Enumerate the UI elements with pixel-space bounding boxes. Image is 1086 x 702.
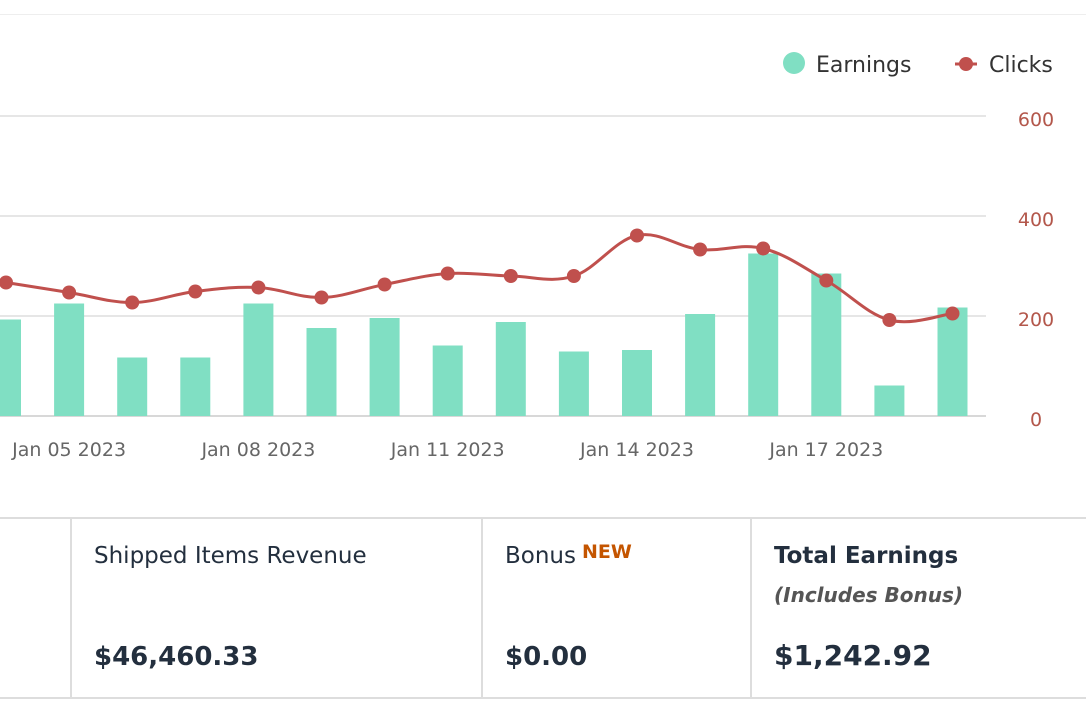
revenue-label: Shipped Items Revenue [94,543,367,569]
earnings-summary: Shipped Items Revenue $46,460.33 Bonus NE… [0,517,1086,699]
clicks-point [440,266,455,281]
chart-legend: Earnings Clicks [783,52,1053,78]
summary-cell-partial [0,519,70,699]
y-tick-label: 200 [1018,309,1054,331]
earnings-bar [811,273,842,416]
bonus-value: $0.00 [505,642,588,672]
clicks-point [756,241,771,256]
total-sub-label: (Includes Bonus) [774,583,964,607]
earnings-bar [622,350,652,416]
legend-earnings-label[interactable]: Earnings [816,53,911,78]
total-value: $1,242.92 [774,639,932,672]
earnings-bar [558,351,589,416]
earnings-bar [937,307,968,416]
earnings-bar [117,357,148,416]
earnings-clicks-chart: 0 200 400 600 Jan 05 2023 Jan 08 2023 Jan 11 … [0,52,1054,461]
y-tick-label: 400 [1018,209,1054,231]
earnings-bar [180,357,211,416]
earnings-bar [748,253,779,416]
earnings-bar [306,328,337,416]
clicks-point [566,269,581,283]
earnings-bar [685,314,716,416]
x-tick-label: Jan 14 2023 [579,439,694,461]
clicks-point [0,275,13,290]
clicks-point [630,228,644,243]
clicks-point [945,306,960,321]
top-divider [0,14,1086,15]
y-axis-right: 0 200 400 600 [1018,109,1054,431]
clicks-point [188,284,203,299]
x-tick-label: Jan 08 2023 [200,439,315,461]
summary-revenue: Shipped Items Revenue $46,460.33 [70,519,481,699]
clicks-line-series [0,228,960,327]
earnings-bar [495,322,526,416]
new-badge: NEW [582,541,632,563]
legend-clicks-swatch [959,57,973,71]
clicks-point [503,269,518,283]
clicks-point [819,273,834,288]
revenue-value: $46,460.33 [94,642,259,672]
earnings-bar [0,319,21,416]
earnings-bar [243,303,274,416]
clicks-point [314,290,329,305]
earnings-bars [0,253,968,416]
bonus-label-row: Bonus NEW [505,541,632,569]
y-tick-label: 600 [1018,109,1054,131]
clicks-line [5,233,953,324]
x-tick-label: Jan 17 2023 [768,439,883,461]
summary-total: Total Earnings (Includes Bonus) $1,242.9… [750,519,1086,699]
x-tick-label: Jan 05 2023 [11,439,126,461]
summary-bonus: Bonus NEW $0.00 [481,519,750,699]
earnings-bar [54,303,85,416]
x-tick-label: Jan 11 2023 [390,439,505,461]
earnings-bar [874,385,905,416]
clicks-point [251,280,266,295]
chart-svg: 0 200 400 600 Jan 05 2023 Jan 08 2023 Jan 11 … [0,52,1054,461]
clicks-point [125,295,140,310]
clicks-point [693,242,708,257]
y-tick-label: 0 [1030,409,1042,431]
earnings-bar [369,318,400,416]
bonus-label: Bonus [505,543,576,569]
clicks-point [62,285,77,300]
total-label: Total Earnings [774,543,959,569]
x-axis: Jan 05 2023 Jan 08 2023 Jan 11 2023 Jan 14 … [11,439,883,461]
clicks-point [377,277,392,292]
legend-earnings-swatch [783,52,805,74]
earnings-bar [432,345,463,416]
clicks-point [882,313,897,327]
legend-clicks-label[interactable]: Clicks [989,53,1053,78]
